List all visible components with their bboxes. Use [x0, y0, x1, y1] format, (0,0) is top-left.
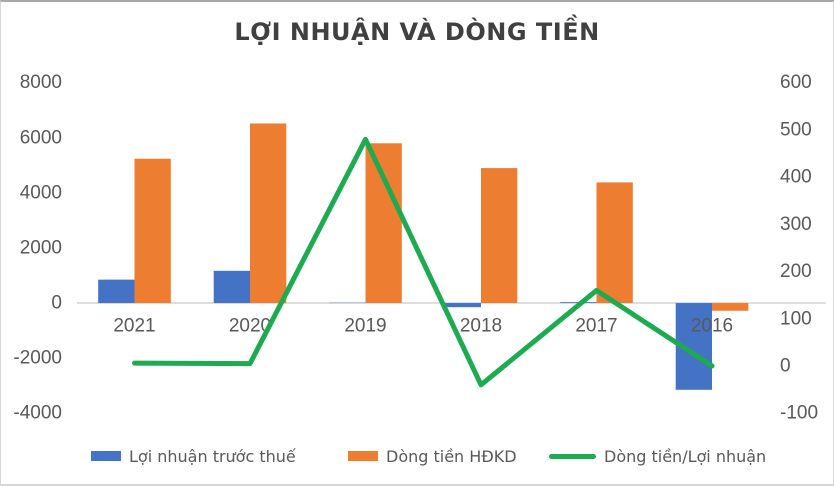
left-axis-tick--2000: -2000: [13, 348, 62, 369]
right-axis-tick-600: 600: [780, 72, 812, 93]
left-axis-tick-4000: 4000: [20, 182, 62, 203]
bar-2019-s1: [365, 143, 402, 304]
left-axis-tick-0: 0: [51, 293, 62, 314]
x-axis-label-2017: 2017: [575, 316, 617, 337]
legend: Lợi nhuận trước thuế Dòng tiền HĐKD Dòng…: [1, 443, 833, 469]
bar-2016-s1: [712, 303, 749, 311]
x-axis-label-2018: 2018: [460, 316, 502, 337]
bar-2018-s1: [481, 168, 518, 304]
x-axis-label-2019: 2019: [344, 316, 386, 337]
bar-2020-s0: [213, 270, 250, 304]
legend-item-ratio: Dòng tiền/Lợi nhuận: [549, 443, 766, 469]
chart-title: LỢI NHUẬN VÀ DÒNG TIỀN: [234, 18, 600, 46]
x-axis-label-2016: 2016: [691, 316, 733, 337]
right-axis-tick-200: 200: [780, 261, 812, 282]
x-axis-label-2020: 2020: [229, 316, 271, 337]
bar-2018-s0: [444, 303, 481, 308]
left-axis-tick-8000: 8000: [20, 72, 62, 93]
legend-item-cashflow: Dòng tiền HĐKD: [348, 443, 517, 469]
right-axis-tick-100: 100: [780, 308, 812, 329]
bar-2020-s1: [250, 123, 287, 304]
trend-line: [132, 136, 715, 388]
right-axis-tick-500: 500: [780, 119, 812, 140]
left-axis-tick-2000: 2000: [20, 237, 62, 258]
legend-label: Lợi nhuận trước thuế: [129, 446, 296, 466]
legend-label: Dòng tiền HĐKD: [386, 446, 517, 466]
orange-bar-swatch-icon: [348, 451, 378, 461]
right-axis-tick-300: 300: [780, 214, 812, 235]
left-axis-tick-6000: 6000: [20, 127, 62, 148]
left-axis-tick--4000: -4000: [13, 403, 62, 424]
right-axis-tick--100: -100: [780, 403, 818, 424]
right-axis-tick-0: 0: [780, 355, 791, 376]
bar-2021-s1: [134, 158, 171, 304]
bar-2017-s1: [596, 182, 633, 304]
green-line-swatch-icon: [549, 453, 596, 459]
bar-2021-s0: [98, 279, 135, 304]
legend-item-profit: Lợi nhuận trước thuế: [91, 443, 296, 469]
right-axis-tick-400: 400: [780, 167, 812, 188]
x-axis-label-2021: 2021: [113, 316, 155, 337]
legend-label: Dòng tiền/Lợi nhuận: [604, 446, 767, 466]
blue-bar-swatch-icon: [91, 451, 121, 461]
